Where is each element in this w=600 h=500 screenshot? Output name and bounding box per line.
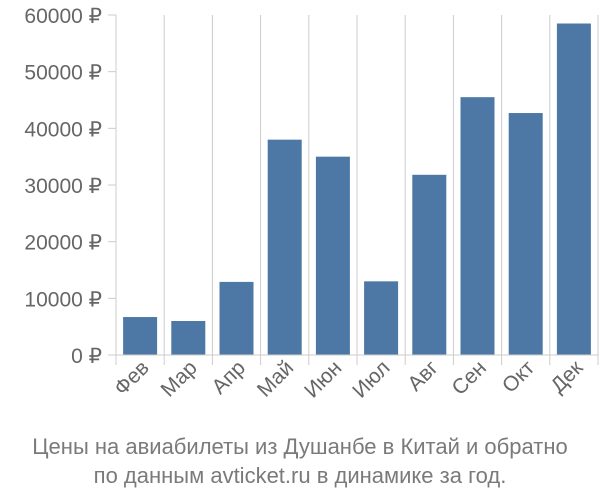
y-tick-label: 10000 ₽ <box>24 288 102 311</box>
bar <box>267 139 302 355</box>
y-tick-labels: 0 ₽ 10000 ₽ 20000 ₽ 30000 ₽ 40000 ₽ 50000 ₽ 60… <box>24 5 102 368</box>
y-tick-label: 20000 ₽ <box>24 232 102 255</box>
bar <box>508 113 543 356</box>
axes <box>108 14 598 356</box>
x-tick-label: Май <box>253 356 298 401</box>
bar <box>412 174 447 355</box>
y-tick-label: 50000 ₽ <box>24 62 102 85</box>
grid-lines <box>115 15 599 365</box>
x-tick-labels: Фев Мар Апр Май Июн Июл Авг Сен Окт Дек <box>110 356 588 403</box>
y-tick-label: 40000 ₽ <box>24 118 102 141</box>
bar <box>315 156 350 355</box>
x-tick-label: Дек <box>546 356 588 398</box>
y-tick-label: 60000 ₽ <box>24 5 102 28</box>
x-tick-label: Апр <box>208 356 250 398</box>
bars <box>123 23 591 356</box>
bar <box>219 281 254 355</box>
x-tick-label: Окт <box>498 356 540 398</box>
bar <box>556 23 591 355</box>
bar-chart-plot: 0 ₽ 10000 ₽ 20000 ₽ 30000 ₽ 40000 ₽ 50000 ₽ 60… <box>24 5 599 403</box>
x-tick-label: Мар <box>157 356 202 401</box>
bar <box>364 281 399 355</box>
caption-line-1: Цены на авиабилеты из Душанбе в Китай и … <box>32 434 568 459</box>
x-tick-label: Сен <box>448 356 491 399</box>
bar <box>171 321 206 355</box>
bar <box>460 97 495 356</box>
x-tick-label: Авг <box>403 356 443 396</box>
x-tick-label: Июл <box>348 356 394 402</box>
y-tick-label: 0 ₽ <box>71 345 102 368</box>
y-tick-label: 30000 ₽ <box>24 175 102 198</box>
bar <box>123 317 158 355</box>
caption-line-2: по данным avticket.ru в динамике за год. <box>93 463 507 488</box>
x-tick-label: Июн <box>300 356 346 402</box>
